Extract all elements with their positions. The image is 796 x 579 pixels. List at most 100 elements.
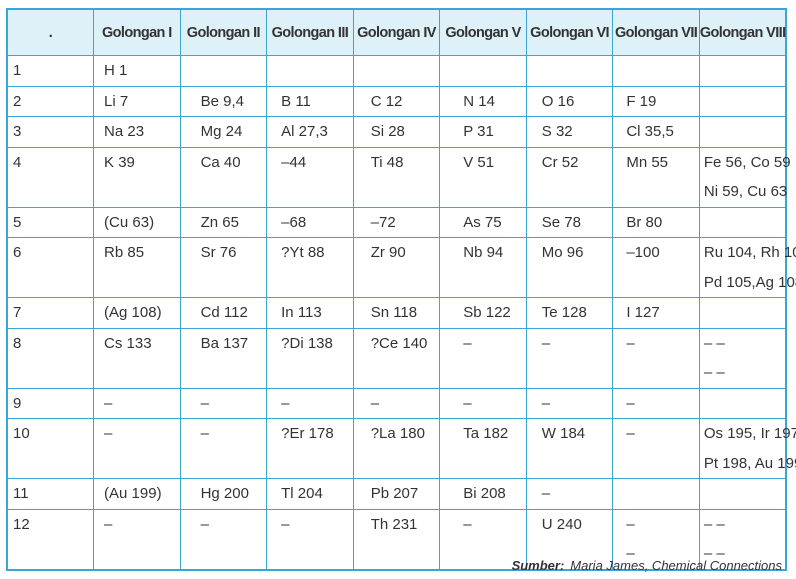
table-cell: Fe 56, Co 59 Ni 59, Cu 63 [698, 146, 791, 208]
table-row: 6 Rb 85 Sr 76 ?Yt 88 Zr 90 Nb 94 Mo 96 –100 Ru 1… [6, 237, 796, 298]
cell-line: Fe 56, Co 59 [703, 153, 791, 171]
table-cell: – [612, 418, 700, 479]
table-cell: (Au 199) [93, 478, 181, 510]
table-cell: – [439, 387, 527, 419]
table-cell: Be 9,4 [179, 85, 268, 117]
table-cell: ?Ce 140 [352, 327, 441, 389]
table-cell: – [179, 418, 268, 479]
header-cell: Golongan II [179, 8, 268, 56]
table-cell: Sb 122 [439, 297, 527, 329]
table-cell: Sr 76 [179, 237, 268, 298]
source-text: Maria James, Chemical Connections [570, 558, 782, 573]
table-cell [698, 297, 787, 329]
table-cell: Pb 207 [352, 478, 441, 510]
table-cell [698, 85, 787, 117]
table-cell [698, 55, 787, 87]
cell-line: – [626, 545, 635, 562]
row-number: 1 [6, 55, 95, 87]
row-number: 7 [6, 297, 95, 329]
table-cell: – – – – [698, 327, 787, 389]
table-cell: As 75 [439, 206, 527, 238]
table-cell: Ti 48 [352, 146, 441, 208]
row-number: 2 [6, 85, 95, 117]
source-label: Sumber: [511, 558, 565, 573]
cell-line: Pt 198, Au 199 [703, 454, 796, 472]
table-cell: Ru 104, Rh 104 Pd 105,Ag 108 [698, 237, 796, 298]
source: Sumber: Maria James, Chemical Connections [512, 558, 782, 573]
header-cell: Golongan V [439, 8, 527, 56]
table-row: 11 (Au 199) Hg 200 Tl 204 Pb 207 Bi 208– [6, 478, 787, 510]
table-row: 8 Cs 133 Ba 137 ?Di 138 ?Ce 140– – – – – – – [6, 327, 787, 389]
table-cell: O 16 [525, 85, 614, 117]
table-cell: Mn 55 [612, 146, 700, 208]
row-number: 10 [6, 418, 95, 479]
table-cell: – [525, 387, 614, 419]
table-row: 9– – – – – – – [6, 387, 787, 419]
table-cell: – [266, 387, 354, 419]
table-cell: Al 27,3 [266, 116, 354, 148]
table-cell: ?Er 178 [266, 418, 354, 479]
table-cell: W 184 [525, 418, 614, 479]
table-cell: Th 231 [352, 508, 441, 570]
row-number: 9 [6, 387, 95, 419]
table-cell [266, 55, 354, 87]
table-cell: (Ag 108) [93, 297, 181, 329]
table-cell: Nb 94 [439, 237, 527, 298]
table-cell: – [179, 508, 268, 570]
table-cell: – [93, 387, 181, 419]
table-cell: Li 7 [93, 85, 181, 117]
header-cell: Golongan I [93, 8, 181, 56]
row-number: 5 [6, 206, 95, 238]
table-cell: I 127 [612, 297, 700, 329]
header-cell: Golongan VII [612, 8, 700, 56]
table-cell: Sn 118 [352, 297, 441, 329]
table-cell [698, 478, 787, 510]
table-cell: – [612, 387, 700, 419]
table-cell: K 39 [93, 146, 181, 208]
table-cell: Cl 35,5 [612, 116, 700, 148]
table-cell: – [612, 327, 700, 389]
table-cell [352, 55, 441, 87]
table-cell: U 240 [525, 508, 614, 570]
table-cell: Os 195, Ir 197 Pt 198, Au 199 [698, 418, 796, 479]
table-cell: ?Di 138 [266, 327, 354, 389]
table-cell: N 14 [439, 85, 527, 117]
table-cell: ?Yt 88 [266, 237, 354, 298]
row-number: 8 [6, 327, 95, 389]
table-cell: Ca 40 [179, 146, 268, 208]
table-cell: Cd 112 [179, 297, 268, 329]
table-cell [698, 387, 787, 419]
table-cell: Mo 96 [525, 237, 614, 298]
table-cell: Hg 200 [179, 478, 268, 510]
table-cell: Ba 137 [179, 327, 268, 389]
row-number: 3 [6, 116, 95, 148]
table-cell: Bi 208 [439, 478, 527, 510]
table-cell: –44 [266, 146, 354, 208]
table-cell [612, 55, 700, 87]
table-cell: Br 80 [612, 206, 700, 238]
cell-line: Ru 104, Rh 104 [703, 244, 796, 261]
table-cell: Ta 182 [439, 418, 527, 479]
table-cell: Na 23 [93, 116, 181, 148]
table-cell: – [525, 327, 614, 389]
table-cell: – [93, 508, 181, 570]
row-number: 11 [6, 478, 95, 510]
table-row: 7 (Ag 108) Cd 112 In 113 Sn 118 Sb 122 Te 128 I… [6, 297, 787, 329]
table-cell: – [352, 387, 441, 419]
header-cell: Golongan VI [525, 8, 614, 56]
table-cell: – – [612, 508, 700, 570]
table-cell: Cs 133 [93, 327, 181, 389]
table-row: 5 (Cu 63) Zn 65 –68 –72 As 75 Se 78 Br 80 [6, 206, 787, 238]
cell-line: – – [703, 334, 725, 352]
table-cell: Se 78 [525, 206, 614, 238]
row-number: 12 [6, 508, 95, 570]
table-cell: – [93, 418, 181, 479]
table-cell: – [439, 327, 527, 389]
cell-line: – – [703, 515, 725, 533]
table-cell [525, 55, 614, 87]
table-cell: –72 [352, 206, 441, 238]
table-cell [439, 55, 527, 87]
table-cell: Tl 204 [266, 478, 354, 510]
